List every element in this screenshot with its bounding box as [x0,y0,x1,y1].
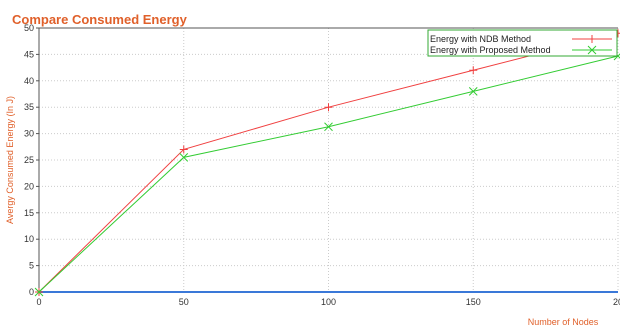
y-tick-label: 25 [24,155,34,165]
x-tick-label: 50 [179,297,189,307]
y-axis-label: Avergy Consumed Energy (In J) [5,96,15,224]
series-1-point [469,66,478,75]
series-group [34,29,620,297]
legend-label: Energy with Proposed Method [430,45,551,55]
series-1-point [324,103,333,112]
y-tick-label: 10 [24,234,34,244]
legend-label: Energy with NDB Method [430,34,531,44]
y-tick-label: 35 [24,102,34,112]
y-tick-label: 30 [24,129,34,139]
y-tick-label: 15 [24,208,34,218]
x-tick-label: 20 [613,297,620,307]
y-tick-label: 5 [29,261,34,271]
y-tick-label: 40 [24,76,34,86]
y-tick-label: 50 [24,23,34,33]
legend-box [427,29,618,57]
y-tick-label: 20 [24,181,34,191]
series-2-point [324,122,333,132]
series-2-point [34,287,44,297]
x-tick-label: 0 [36,297,41,307]
x-tick-label: 100 [321,297,336,307]
series-2-point [468,87,478,96]
legend-marker [588,35,596,43]
series-2-point [179,153,189,162]
series-1-point [179,145,188,154]
legend-marker [587,45,597,55]
y-tick-labels: 0 5 10 15 20 25 30 35 40 45 50 [24,23,39,297]
x-axis-label: Number of Nodes [528,317,599,327]
chart-title: Compare Consumed Energy [12,12,188,27]
x-tick-label: 150 [466,297,481,307]
grid-lines [39,27,619,292]
y-tick-label: 45 [24,49,34,59]
y-tick-label: 0 [29,287,34,297]
x-tick-labels: 0 50 100 150 20 [36,297,620,307]
